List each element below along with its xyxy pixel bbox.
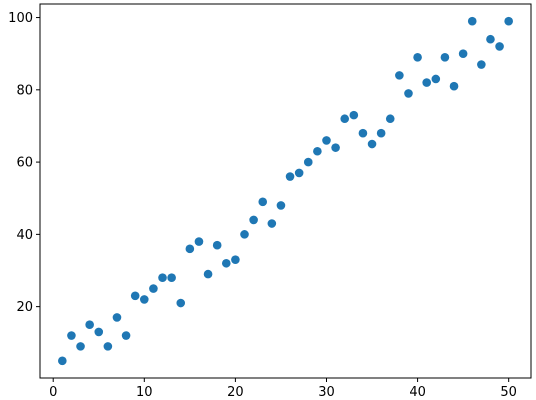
data-point [358,128,368,138]
data-point [395,71,404,80]
data-point [431,74,441,84]
y-tick-label: 80 [16,83,33,98]
x-tick-label: 10 [136,385,153,400]
data-point [185,244,195,254]
data-point [303,157,313,167]
x-axis-ticks: 0 10 20 30 40 50 [49,378,517,400]
data-point [58,356,67,366]
data-point [385,114,395,124]
data-point [276,201,286,210]
x-tick-label: 50 [500,385,517,400]
data-point [449,81,459,91]
plot-frame [39,3,532,379]
data-point [322,136,331,145]
data-point [413,53,422,62]
data-point [221,258,231,268]
y-tick-label: 40 [16,228,33,243]
x-tick-label: 0 [49,385,57,400]
data-point [130,291,140,301]
plot-area [40,4,531,378]
y-tick-label: 60 [16,156,33,171]
data-point [212,240,222,250]
data-point [112,313,122,322]
y-tick-label: 20 [16,300,33,315]
data-point [467,16,477,26]
data-point [167,273,176,283]
data-point [294,168,304,178]
data-point [203,269,213,279]
data-point [76,342,85,351]
data-point [504,16,513,26]
data-point [194,237,204,246]
data-point [140,295,149,304]
data-points [58,16,513,366]
data-point [267,219,277,228]
data-point [149,284,158,293]
data-point [486,34,495,44]
x-tick-label: 30 [318,385,335,400]
y-axis-ticks: 20 40 60 80 100 [8,11,40,315]
data-point [121,331,131,340]
data-point [103,342,113,351]
data-point [176,298,186,308]
data-point [404,89,413,98]
data-point [85,320,94,330]
data-point [67,331,76,340]
data-point [376,128,386,138]
x-tick-label: 20 [227,385,244,400]
data-point [313,146,322,156]
data-point [331,143,340,152]
data-point [349,110,359,120]
data-point [367,139,377,149]
x-tick-label: 40 [409,385,426,400]
data-point [249,215,258,225]
data-point [477,60,486,69]
data-point [458,49,468,58]
data-point [94,327,104,337]
data-point [258,197,268,207]
y-tick-label: 100 [8,11,33,26]
data-point [440,53,450,62]
data-point [495,42,504,51]
data-point [285,172,295,181]
data-point [158,273,167,283]
data-point [422,78,432,87]
data-point [340,114,350,124]
data-point [240,230,249,239]
data-point [231,255,240,264]
